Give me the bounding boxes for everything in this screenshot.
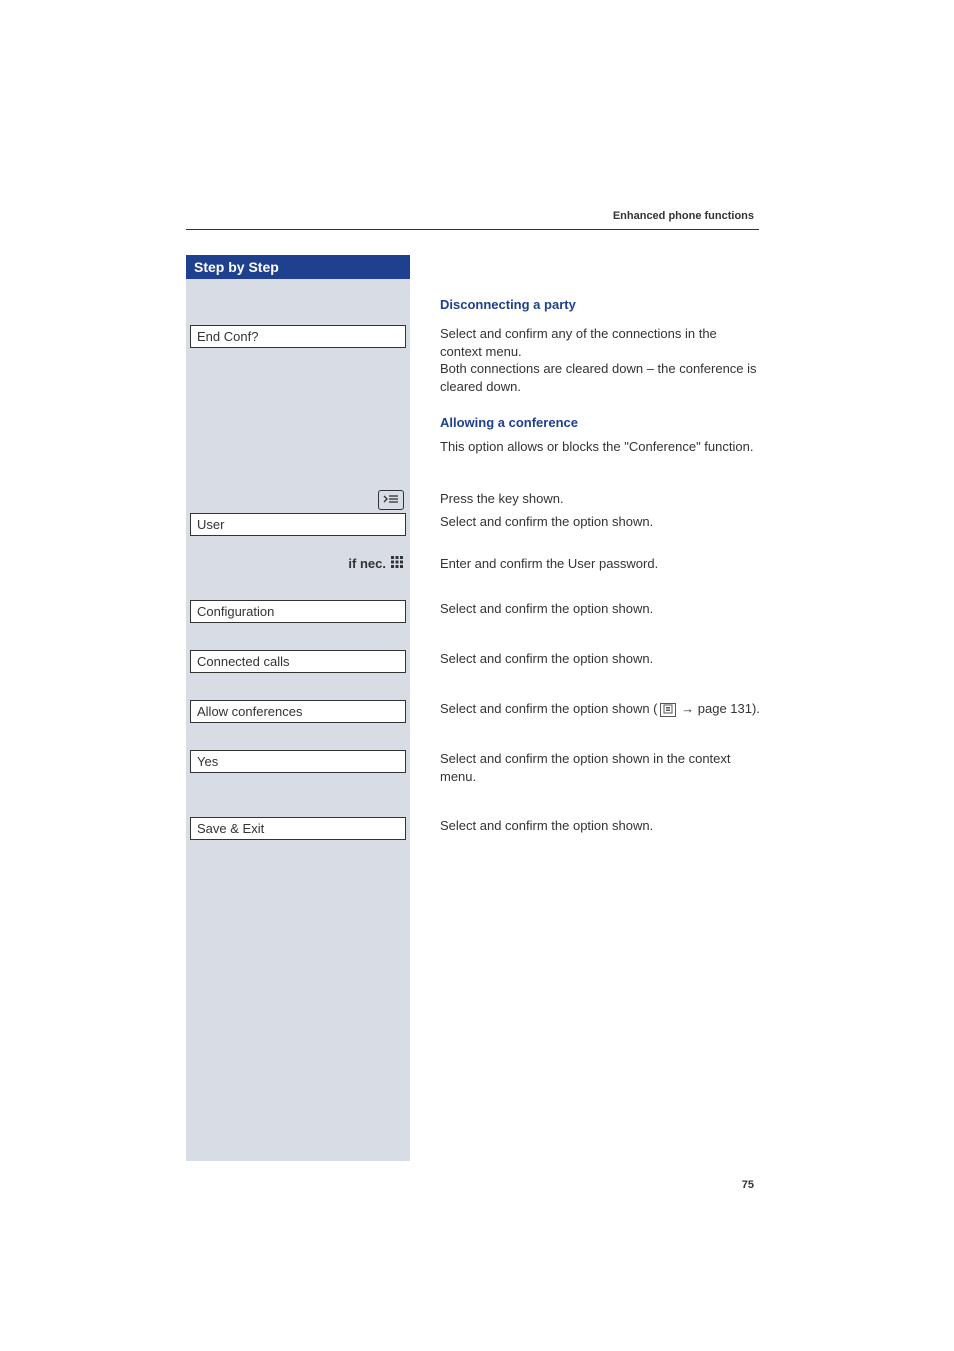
field-save-exit: Save & Exit: [190, 817, 406, 840]
header-label: Enhanced phone functions: [613, 210, 754, 222]
key-icon-row: [186, 490, 410, 510]
user-select-text: Select and confirm the option shown.: [440, 513, 760, 531]
disconnecting-body: Select and confirm any of the connection…: [440, 325, 760, 395]
allow-conf-select-text: Select and confirm the option shown ( → …: [440, 700, 760, 718]
menu-key-icon: [378, 490, 404, 510]
save-exit-select-text: Select and confirm the option shown.: [440, 817, 760, 835]
field-allow-conferences: Allow conferences: [190, 700, 406, 723]
yes-select-text: Select and confirm the option shown in t…: [440, 750, 760, 785]
connected-calls-select-text: Select and confirm the option shown.: [440, 650, 760, 668]
keypad-icon: [390, 555, 404, 572]
disconnecting-title: Disconnecting a party: [440, 297, 760, 312]
enter-password-text: Enter and confirm the User password.: [440, 555, 760, 573]
press-key-text: Press the key shown.: [440, 490, 760, 508]
sidebar: Step by Step End Conf? User if nec.: [186, 255, 410, 1161]
field-end-conf: End Conf?: [190, 325, 406, 348]
field-user: User: [190, 513, 406, 536]
ifnec-label: if nec.: [348, 556, 386, 571]
allow-conf-suffix: page 131).: [698, 701, 760, 716]
ifnec-row: if nec.: [186, 555, 410, 572]
sidebar-title: Step by Step: [186, 255, 410, 279]
field-configuration: Configuration: [190, 600, 406, 623]
allowing-title: Allowing a conference: [440, 415, 760, 430]
configuration-select-text: Select and confirm the option shown.: [440, 600, 760, 618]
allow-conf-prefix: Select and confirm the option shown (: [440, 701, 658, 716]
field-yes: Yes: [190, 750, 406, 773]
header-rule: [186, 229, 759, 230]
page-number: 75: [742, 1179, 754, 1191]
arrow-icon: →: [678, 701, 698, 716]
field-connected-calls: Connected calls: [190, 650, 406, 673]
page-ref-icon: [660, 703, 676, 717]
allowing-body: This option allows or blocks the "Confer…: [440, 438, 760, 456]
